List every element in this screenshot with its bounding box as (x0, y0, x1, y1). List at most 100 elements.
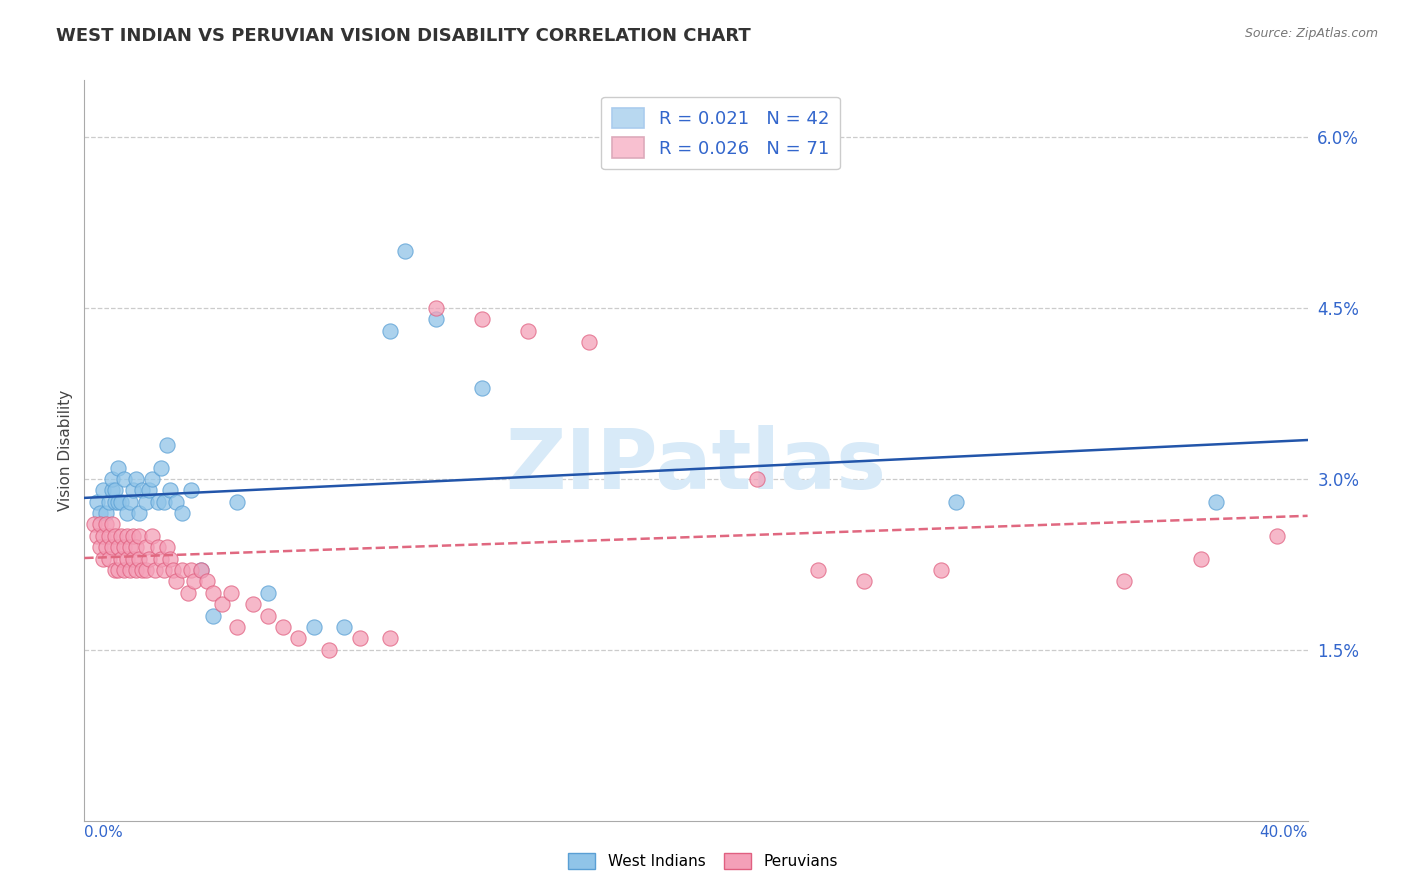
Point (104, 483, 127, 498)
Point (242, 597, 264, 611)
Point (131, 483, 153, 498)
Point (141, 472, 163, 486)
Point (94, 517, 117, 532)
Point (112, 541, 135, 555)
Point (945, 494, 967, 508)
Point (180, 563, 202, 577)
Point (107, 494, 129, 508)
Point (120, 494, 142, 508)
Point (807, 563, 830, 577)
Text: 40.0%: 40.0% (1260, 825, 1308, 840)
Point (380, 324, 402, 338)
Text: ZIPatlas: ZIPatlas (506, 425, 886, 506)
Point (94, 541, 117, 555)
Point (91, 551, 114, 566)
Point (156, 541, 179, 555)
Point (112, 472, 135, 486)
Text: WEST INDIAN VS PERUVIAN VISION DISABILITY CORRELATION CHART: WEST INDIAN VS PERUVIAN VISION DISABILIT… (56, 27, 751, 45)
Point (257, 608, 280, 623)
Point (138, 551, 160, 566)
Point (91, 483, 114, 498)
Point (177, 586, 200, 600)
Point (1189, 551, 1212, 566)
Point (149, 551, 172, 566)
Point (153, 563, 176, 577)
Point (115, 529, 138, 543)
Point (318, 642, 340, 657)
Point (97, 551, 120, 566)
Point (380, 632, 402, 646)
Point (107, 460, 129, 475)
Point (91, 529, 114, 543)
Point (135, 494, 157, 508)
Text: 0.0%: 0.0% (84, 825, 124, 840)
Point (101, 483, 124, 498)
Point (101, 541, 124, 555)
Point (146, 541, 169, 555)
Legend: West Indians, Peruvians: West Indians, Peruvians (562, 847, 844, 875)
Point (86, 494, 108, 508)
Point (104, 529, 127, 543)
Point (146, 494, 169, 508)
Point (153, 494, 176, 508)
Point (125, 472, 148, 486)
Point (101, 472, 124, 486)
Point (107, 541, 129, 555)
Point (122, 551, 145, 566)
Point (1205, 494, 1227, 508)
Point (747, 472, 769, 486)
Point (172, 506, 194, 520)
Point (333, 620, 356, 634)
Point (190, 563, 212, 577)
Legend: R = 0.021   N = 42, R = 0.026   N = 71: R = 0.021 N = 42, R = 0.026 N = 71 (600, 96, 839, 169)
Point (162, 563, 184, 577)
Point (211, 597, 233, 611)
Point (287, 632, 309, 646)
Point (165, 574, 187, 589)
Point (122, 483, 145, 498)
Point (89, 541, 111, 555)
Point (94, 506, 117, 520)
Text: Source: ZipAtlas.com: Source: ZipAtlas.com (1244, 27, 1378, 40)
Point (394, 244, 416, 259)
Point (180, 483, 202, 498)
Point (201, 586, 224, 600)
Point (183, 574, 205, 589)
Point (128, 506, 150, 520)
Point (172, 563, 194, 577)
Point (112, 563, 135, 577)
Point (141, 529, 163, 543)
Point (853, 574, 876, 589)
Point (226, 620, 249, 634)
Point (165, 494, 187, 508)
Point (89, 517, 111, 532)
Point (131, 563, 153, 577)
Point (110, 529, 132, 543)
Point (120, 563, 142, 577)
Point (97, 529, 120, 543)
Y-axis label: Vision Disability: Vision Disability (58, 390, 73, 511)
Point (115, 551, 138, 566)
Point (1114, 574, 1136, 589)
Point (257, 586, 280, 600)
Point (471, 312, 494, 326)
Point (149, 460, 172, 475)
Point (578, 335, 600, 350)
Point (115, 506, 138, 520)
Point (104, 494, 127, 508)
Point (159, 483, 181, 498)
Point (143, 563, 166, 577)
Point (97, 494, 120, 508)
Point (122, 529, 145, 543)
Point (125, 541, 148, 555)
Point (101, 517, 124, 532)
Point (156, 438, 179, 452)
Point (1265, 529, 1288, 543)
Point (516, 324, 538, 338)
Point (128, 551, 150, 566)
Point (135, 563, 157, 577)
Point (471, 381, 494, 395)
Point (135, 541, 157, 555)
Point (201, 608, 224, 623)
Point (302, 620, 325, 634)
